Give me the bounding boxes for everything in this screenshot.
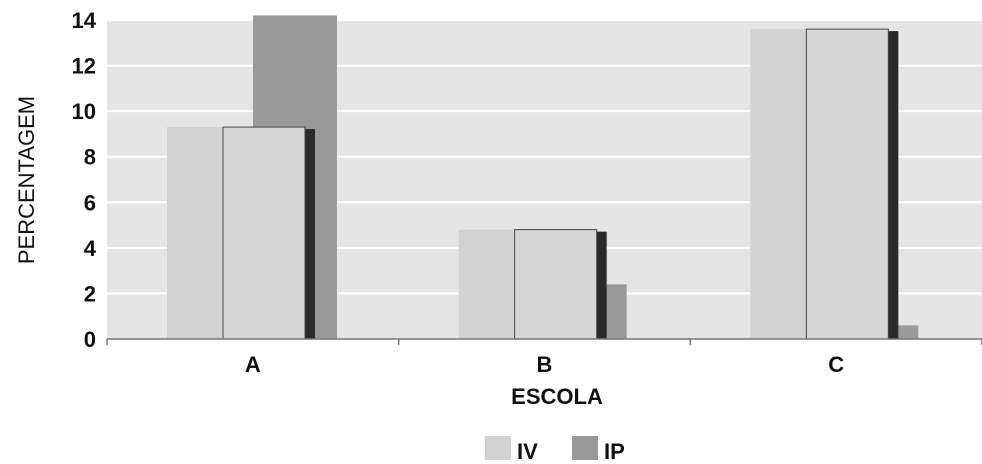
y-tick-label: 14 [72,8,97,33]
x-tick-marks [106,339,982,345]
x-category-label: A [245,352,261,377]
legend-label-IP: IP [604,439,625,464]
y-tick-label: 0 [84,327,96,352]
x-category-label: C [828,352,844,377]
y-tick-label: 8 [84,145,96,170]
y-axis-title: PERCENTAGEM [14,96,39,264]
legend-label-IV: IV [517,439,538,464]
x-category-label: B [537,352,553,377]
y-tick-label: 12 [72,54,96,79]
legend-swatch-IP [572,436,598,460]
bar-IV-shadow-B [594,231,607,339]
bars [167,15,919,340]
y-tick-label: 4 [84,236,97,261]
x-category-labels: A B C [245,352,844,377]
y-tick-label: 10 [72,99,96,124]
bar-IV-shadow-A [303,129,315,339]
legend-swatch-IV [485,436,511,460]
legend: IV IP [485,436,625,464]
y-tick-label: 6 [84,190,96,215]
y-tick-label: 2 [84,281,96,306]
y-tick-labels: 0 2 4 6 8 10 12 14 [72,8,97,352]
bar-IV-front-C [805,28,889,340]
bar-IV-shadow-C [886,31,899,339]
x-axis-title: ESCOLA [511,384,603,409]
bar-IV-front-A [222,126,306,340]
bar-IV-front-B [514,229,598,340]
